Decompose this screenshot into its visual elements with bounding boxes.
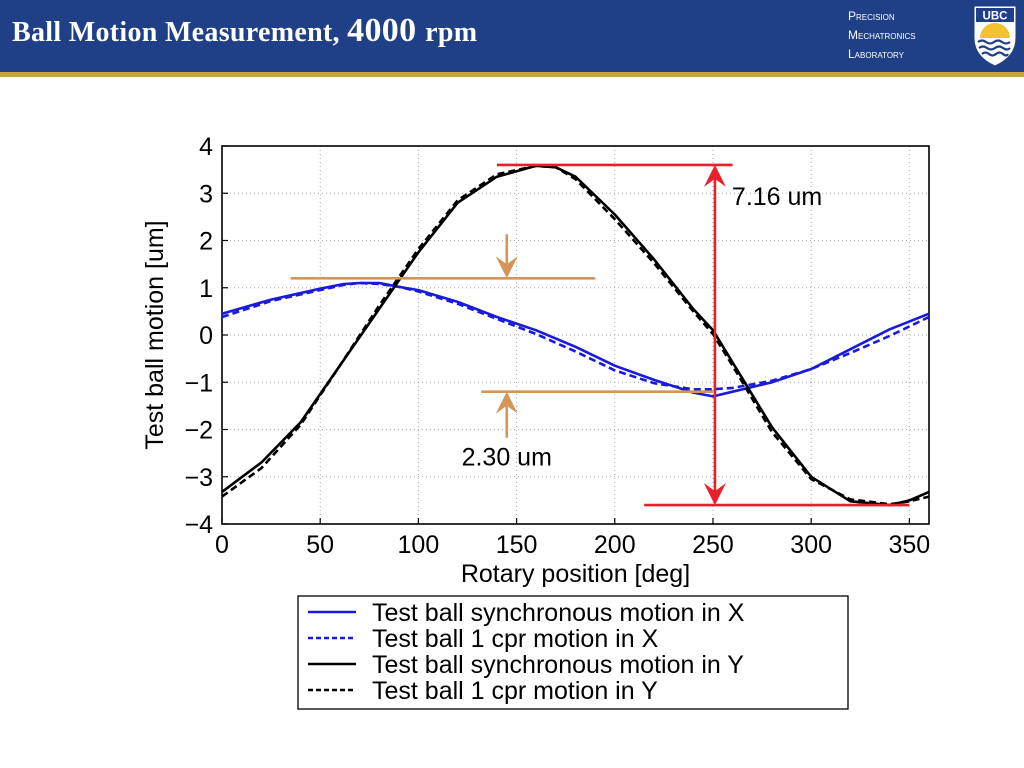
x-range-arrow-down-icon [495, 256, 518, 279]
series-line-3 [221, 164, 930, 506]
ubc-logo: UBC [973, 5, 1017, 67]
grid [221, 145, 929, 525]
legend-label-1: Test ball 1 cpr motion in X [372, 625, 659, 653]
x-range-arrow-up-icon [495, 391, 518, 414]
series-line-0 [221, 281, 930, 398]
series-line-1 [221, 281, 930, 391]
y-tick-label: −3 [184, 464, 213, 492]
annotations: 7.16 um 2.30 um [290, 163, 910, 507]
y-tick-label: 3 [199, 180, 213, 208]
y-tick-label: 2 [199, 228, 213, 256]
y-range-label: 7.16 um [732, 183, 822, 211]
x-tick-label: 300 [790, 531, 832, 559]
x-range-label: 2.30 um [462, 444, 552, 472]
x-axis-label: Rotary position [deg] [461, 560, 690, 588]
ubc-logo-text: UBC [983, 11, 1008, 23]
ubc-sun-icon [980, 23, 1010, 38]
series-lines [221, 164, 930, 507]
y-range-arrow-up-icon [703, 164, 726, 187]
ticks: 0 50 100 150 200 250 300 350 4 3 2 1 0 −1 −2 −3 −4 [184, 133, 930, 559]
slide-title-value: 4000 [347, 12, 426, 49]
x-tick-label: 150 [496, 531, 538, 559]
ubc-wave-3 [981, 51, 1009, 57]
x-tick-label: 100 [398, 531, 440, 559]
lab-name: Precision Mechatronics Laboratory [848, 6, 916, 64]
x-tick-label: 250 [692, 531, 734, 559]
slide-title: Ball Motion Measurement, 4000 rpm [12, 12, 477, 50]
y-tick-label: 1 [199, 275, 213, 303]
x-tick-label: 0 [215, 531, 229, 559]
ubc-wave-1 [977, 39, 1011, 45]
lab-line-precision: Precision [848, 9, 895, 23]
header-rule [0, 72, 1024, 77]
legend-label-0: Test ball synchronous motion in X [372, 599, 745, 627]
slide-title-main: Ball Motion Measurement, [12, 17, 348, 48]
y-axis-label: Test ball motion [um] [141, 220, 169, 449]
lab-line-laboratory: Laboratory [848, 47, 905, 61]
ubc-wave-2 [978, 45, 1011, 51]
slide-header: Ball Motion Measurement, 4000 rpm Precis… [0, 0, 1024, 72]
x-tick-label: 350 [889, 531, 931, 559]
x-tick-label: 50 [306, 531, 334, 559]
motion-chart: 0 50 100 150 200 250 300 350 4 3 2 1 0 −1 −2 −3 −4 7.16 … [141, 133, 930, 710]
y-tick-label: −1 [184, 369, 213, 397]
ubc-crest-band [976, 8, 1014, 22]
slide-title-unit: rpm [425, 17, 478, 48]
y-tick-label: −2 [184, 417, 213, 445]
legend-box [297, 595, 849, 710]
y-tick-label: −4 [184, 511, 213, 539]
legend-label-3: Test ball 1 cpr motion in Y [372, 677, 658, 705]
x-tick-label: 200 [594, 531, 636, 559]
lab-line-mechatronics: Mechatronics [848, 28, 916, 42]
y-range-arrow-down-icon [703, 483, 726, 506]
y-tick-label: 0 [199, 322, 213, 350]
y-tick-label: 4 [199, 133, 213, 161]
legend-label-2: Test ball synchronous motion in Y [372, 651, 744, 679]
